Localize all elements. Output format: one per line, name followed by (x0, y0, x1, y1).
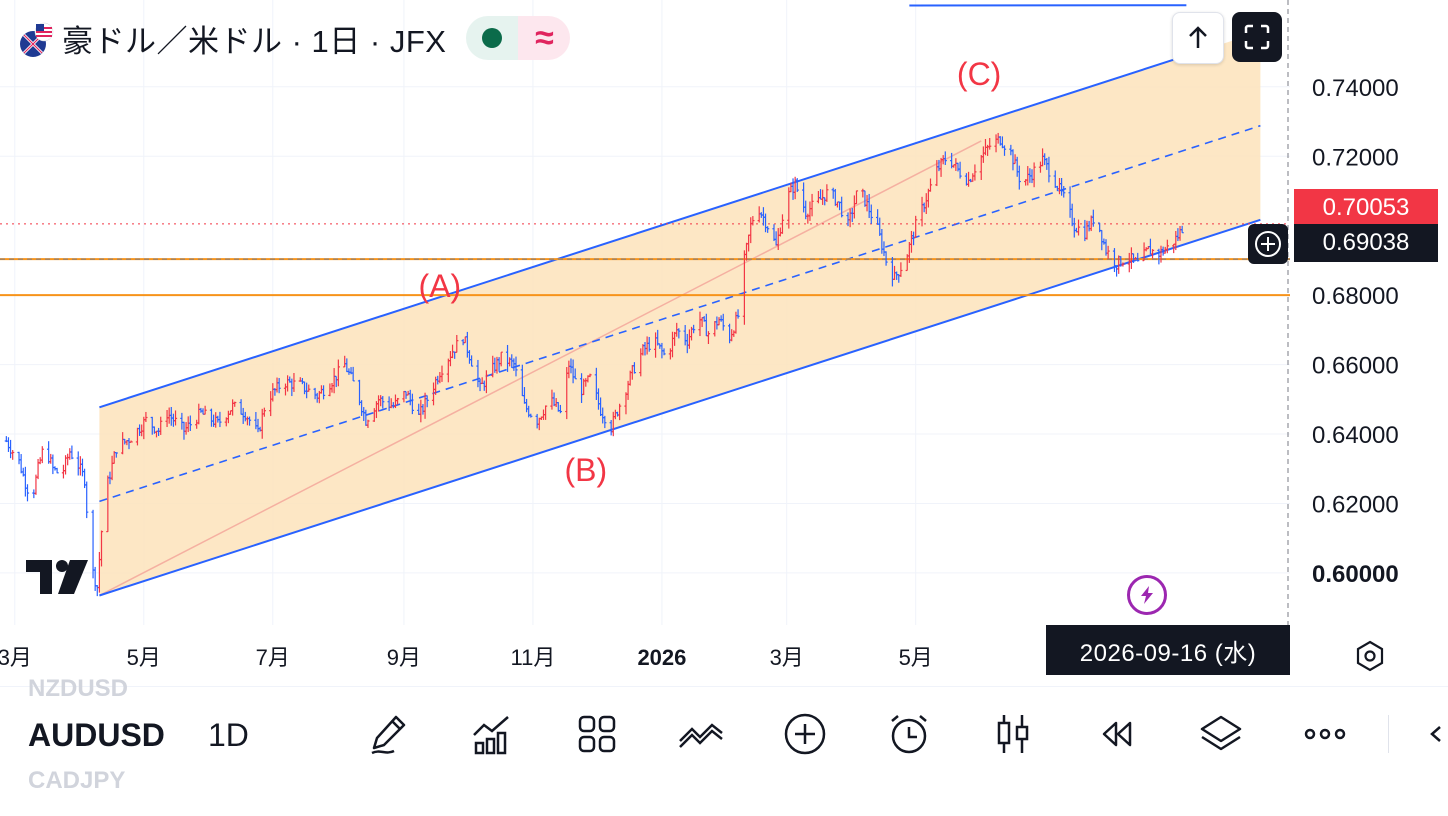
y-axis-tick-label: 0.74000 (1312, 75, 1399, 102)
parallel-channel[interactable] (99, 5, 1260, 595)
y-axis-tick-label: 0.66000 (1312, 353, 1399, 380)
y-axis-tick-label: 0.64000 (1312, 422, 1399, 449)
prev-symbol[interactable]: NZDUSD (28, 675, 128, 703)
events-icon[interactable] (1127, 575, 1167, 615)
pen-icon (366, 711, 412, 757)
layouts-button[interactable] (572, 709, 622, 759)
rewind-icon (1094, 711, 1140, 757)
ohlc-bar (26, 484, 29, 501)
chart-title[interactable]: 豪ドル／米ドル · 1日 · JFX (62, 16, 446, 61)
ohlc-bar (79, 456, 82, 475)
ohlc-bar (66, 454, 69, 466)
next-symbol[interactable]: CADJPY (28, 767, 125, 795)
y-axis-tick-label: 0.68000 (1312, 283, 1399, 310)
layers-icon (1198, 711, 1244, 757)
chart-settings-button[interactable] (1352, 638, 1388, 674)
compare-lines-icon (678, 711, 724, 757)
more-button[interactable] (1300, 709, 1350, 759)
ohlc-bar (94, 567, 97, 591)
aud-usd-flag-icon (18, 21, 52, 55)
ohlc-bar (49, 454, 52, 464)
more-dots-icon (1302, 711, 1348, 757)
chevron-left-icon (1418, 711, 1446, 757)
market-status[interactable]: ≈ (466, 16, 570, 60)
ohlc-bar (47, 441, 50, 464)
ohlc-bar (39, 457, 42, 464)
grid-icon (574, 711, 620, 757)
chart-header: 豪ドル／米ドル · 1日 · JFX ≈ (18, 16, 570, 60)
collapse-toolbar-button[interactable] (1418, 709, 1446, 759)
price-chart[interactable]: (A) (B) (C) 0.74000 0.72000 0.68000 0.66000 0.… (0, 0, 1448, 686)
tradingview-logo (26, 560, 92, 601)
chart-type-button[interactable] (988, 709, 1038, 759)
market-open-indicator[interactable] (466, 16, 518, 60)
ohlc-bar (9, 440, 12, 458)
x-axis-tick-label: 5月 (127, 645, 161, 670)
last-price-label: 0.70053 (1294, 189, 1438, 227)
ohlc-bar (68, 448, 71, 460)
x-axis-tick-label: 7月 (256, 645, 290, 670)
ohlc-bar (51, 455, 54, 475)
objects-tree-button[interactable] (1196, 709, 1246, 759)
fullscreen-button[interactable] (1232, 12, 1282, 62)
x-axis-tick-label: 11月 (510, 645, 555, 670)
ohlc-bar (55, 468, 58, 473)
ohlc-bar (24, 467, 27, 497)
fullscreen-icon (1242, 22, 1272, 52)
green-dot-icon (482, 28, 502, 48)
y-axis-tick-label: 0.60000 (1312, 561, 1399, 588)
alerts-button[interactable] (884, 709, 934, 759)
indicators-icon (470, 711, 516, 757)
bottom-toolbar: NZDUSD AUDUSD CADJPY 1D (0, 686, 1448, 816)
lightning-bolt-icon (1136, 584, 1158, 606)
symbol-selector[interactable]: AUDUSD (28, 717, 165, 754)
alarm-clock-icon (886, 711, 932, 757)
ohlc-bar (96, 585, 99, 596)
ohlc-bar (36, 459, 39, 479)
x-axis-tick-label: 2026 (637, 645, 686, 670)
drawing-tools-button[interactable] (364, 709, 414, 759)
wave-label: (B) (564, 452, 607, 488)
ohlc-bar (85, 482, 88, 519)
data-delay-indicator[interactable]: ≈ (518, 16, 570, 60)
interval-selector[interactable]: 1D (208, 717, 249, 754)
ohlc-bar (77, 451, 80, 475)
y-axis-tick-label: 0.62000 (1312, 491, 1399, 518)
x-axis-tick-label: 3月 (0, 645, 32, 670)
compare-button[interactable] (676, 709, 726, 759)
x-axis-tick-label: 5月 (899, 645, 933, 670)
scroll-up-button[interactable] (1172, 12, 1224, 64)
crosshair-price-label: 0.69038 (1294, 224, 1438, 262)
x-axis-tick-label: 3月 (770, 645, 804, 670)
add-at-price-button[interactable] (1248, 224, 1288, 264)
plus-circle-icon (1252, 228, 1284, 260)
wave-label: (C) (957, 56, 1001, 92)
candlestick-icon (990, 711, 1036, 757)
ohlc-bar (70, 446, 73, 460)
add-button[interactable] (780, 709, 830, 759)
hexagon-settings-icon (1352, 638, 1388, 674)
ohlc-bar (20, 454, 23, 473)
plus-circle-icon (782, 711, 828, 757)
toolbar-divider (1388, 715, 1389, 753)
wave-label: (A) (419, 268, 462, 304)
replay-button[interactable] (1092, 709, 1142, 759)
arrow-up-icon (1184, 24, 1212, 52)
y-axis-tick-label: 0.72000 (1312, 144, 1399, 171)
crosshair-date-label: 2026-09-16 (水) (1046, 625, 1290, 675)
ohlc-bar (7, 437, 10, 452)
ohlc-bar (17, 452, 20, 464)
indicators-button[interactable] (468, 709, 518, 759)
ohlc-bar (41, 446, 44, 463)
ohlc-bar (11, 450, 14, 460)
x-axis-tick-label: 9月 (387, 645, 421, 670)
ohlc-bar (81, 459, 84, 477)
ohlc-bar (62, 465, 65, 479)
